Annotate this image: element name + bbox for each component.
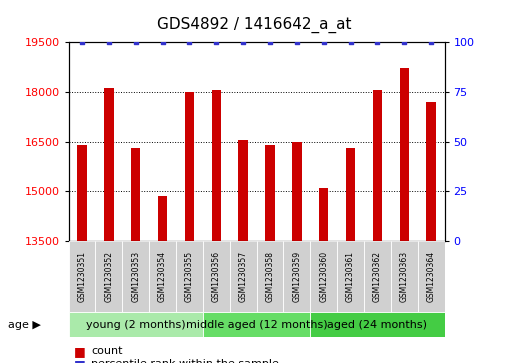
Text: GSM1230359: GSM1230359 <box>292 251 301 302</box>
Text: age ▶: age ▶ <box>8 319 41 330</box>
Bar <box>77 145 87 241</box>
Text: GSM1230358: GSM1230358 <box>266 251 274 302</box>
Text: GSM1230362: GSM1230362 <box>373 251 382 302</box>
FancyBboxPatch shape <box>337 241 364 312</box>
Text: GSM1230352: GSM1230352 <box>104 251 113 302</box>
Bar <box>131 148 140 241</box>
Text: GSM1230355: GSM1230355 <box>185 251 194 302</box>
Point <box>78 39 86 45</box>
Point <box>212 39 220 45</box>
Text: GSM1230351: GSM1230351 <box>78 251 86 302</box>
FancyBboxPatch shape <box>69 241 96 312</box>
Bar <box>346 148 355 241</box>
Point <box>400 39 408 45</box>
FancyBboxPatch shape <box>391 241 418 312</box>
Bar <box>426 102 436 241</box>
Point <box>373 39 382 45</box>
Text: GDS4892 / 1416642_a_at: GDS4892 / 1416642_a_at <box>157 16 351 33</box>
Text: GSM1230364: GSM1230364 <box>427 251 435 302</box>
Point <box>427 39 435 45</box>
Point <box>346 39 355 45</box>
Bar <box>292 142 302 241</box>
Text: count: count <box>91 346 123 356</box>
Point <box>266 39 274 45</box>
Bar <box>319 188 328 241</box>
Text: young (2 months): young (2 months) <box>86 319 185 330</box>
FancyBboxPatch shape <box>203 241 230 312</box>
Text: GSM1230357: GSM1230357 <box>239 251 247 302</box>
Point <box>239 39 247 45</box>
FancyBboxPatch shape <box>283 241 310 312</box>
Text: aged (24 months): aged (24 months) <box>327 319 427 330</box>
Bar <box>185 92 194 241</box>
FancyBboxPatch shape <box>364 241 391 312</box>
Point <box>185 39 194 45</box>
Bar <box>265 145 275 241</box>
Text: GSM1230363: GSM1230363 <box>400 251 409 302</box>
FancyBboxPatch shape <box>230 241 257 312</box>
Text: GSM1230361: GSM1230361 <box>346 251 355 302</box>
Text: GSM1230353: GSM1230353 <box>131 251 140 302</box>
Point <box>320 39 328 45</box>
Text: middle aged (12 months): middle aged (12 months) <box>186 319 327 330</box>
FancyBboxPatch shape <box>122 241 149 312</box>
Point <box>293 39 301 45</box>
FancyBboxPatch shape <box>418 241 444 312</box>
FancyBboxPatch shape <box>69 312 203 337</box>
Text: percentile rank within the sample: percentile rank within the sample <box>91 359 279 363</box>
Bar <box>104 88 114 241</box>
Point <box>132 39 140 45</box>
Bar <box>373 90 382 241</box>
FancyBboxPatch shape <box>203 312 310 337</box>
FancyBboxPatch shape <box>176 241 203 312</box>
Point <box>158 39 167 45</box>
Text: GSM1230356: GSM1230356 <box>212 251 221 302</box>
FancyBboxPatch shape <box>310 241 337 312</box>
FancyBboxPatch shape <box>149 241 176 312</box>
Text: ■: ■ <box>74 358 85 363</box>
FancyBboxPatch shape <box>257 241 283 312</box>
Bar <box>399 68 409 241</box>
Text: ■: ■ <box>74 345 85 358</box>
FancyBboxPatch shape <box>310 312 444 337</box>
Text: GSM1230360: GSM1230360 <box>319 251 328 302</box>
Point <box>105 39 113 45</box>
Bar <box>211 90 221 241</box>
FancyBboxPatch shape <box>96 241 122 312</box>
Text: GSM1230354: GSM1230354 <box>158 251 167 302</box>
Bar <box>158 196 167 241</box>
Bar <box>238 140 248 241</box>
